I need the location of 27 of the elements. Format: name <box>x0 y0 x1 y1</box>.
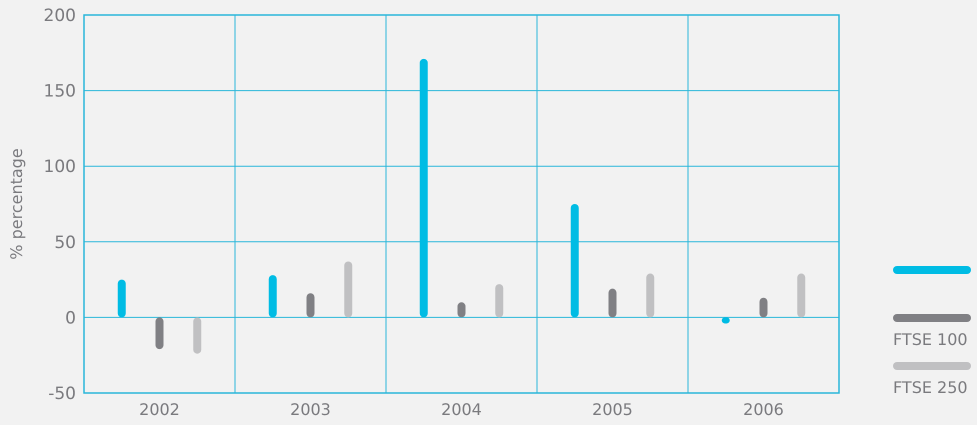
y-axis-title: % percentage <box>7 148 26 260</box>
x-tick-label: 2003 <box>290 400 331 419</box>
x-tick-label: 2005 <box>592 400 633 419</box>
bar <box>646 274 654 318</box>
y-tick-label: 50 <box>54 232 76 253</box>
bar <box>344 261 352 318</box>
bar <box>797 274 806 318</box>
bar <box>193 317 202 354</box>
bar <box>118 280 126 318</box>
bar <box>570 204 579 318</box>
x-tick-label: 2006 <box>743 400 784 419</box>
y-tick-label: 100 <box>44 157 76 178</box>
legend-label: FTSE 100 <box>893 330 968 349</box>
bar <box>495 284 504 318</box>
bar <box>420 58 428 318</box>
bar <box>760 298 768 318</box>
bar <box>268 275 277 318</box>
legend-label: FTSE 250 <box>893 378 968 397</box>
y-tick-label: 200 <box>44 6 76 26</box>
x-tick-label: 2002 <box>139 400 180 419</box>
y-tick-label: 0 <box>65 308 76 328</box>
bar <box>156 317 164 350</box>
bar <box>306 293 314 318</box>
x-tick-label: 2004 <box>441 400 482 419</box>
y-tick-label: -50 <box>48 384 76 404</box>
y-tick-label: 150 <box>44 82 76 102</box>
bar <box>608 288 616 318</box>
